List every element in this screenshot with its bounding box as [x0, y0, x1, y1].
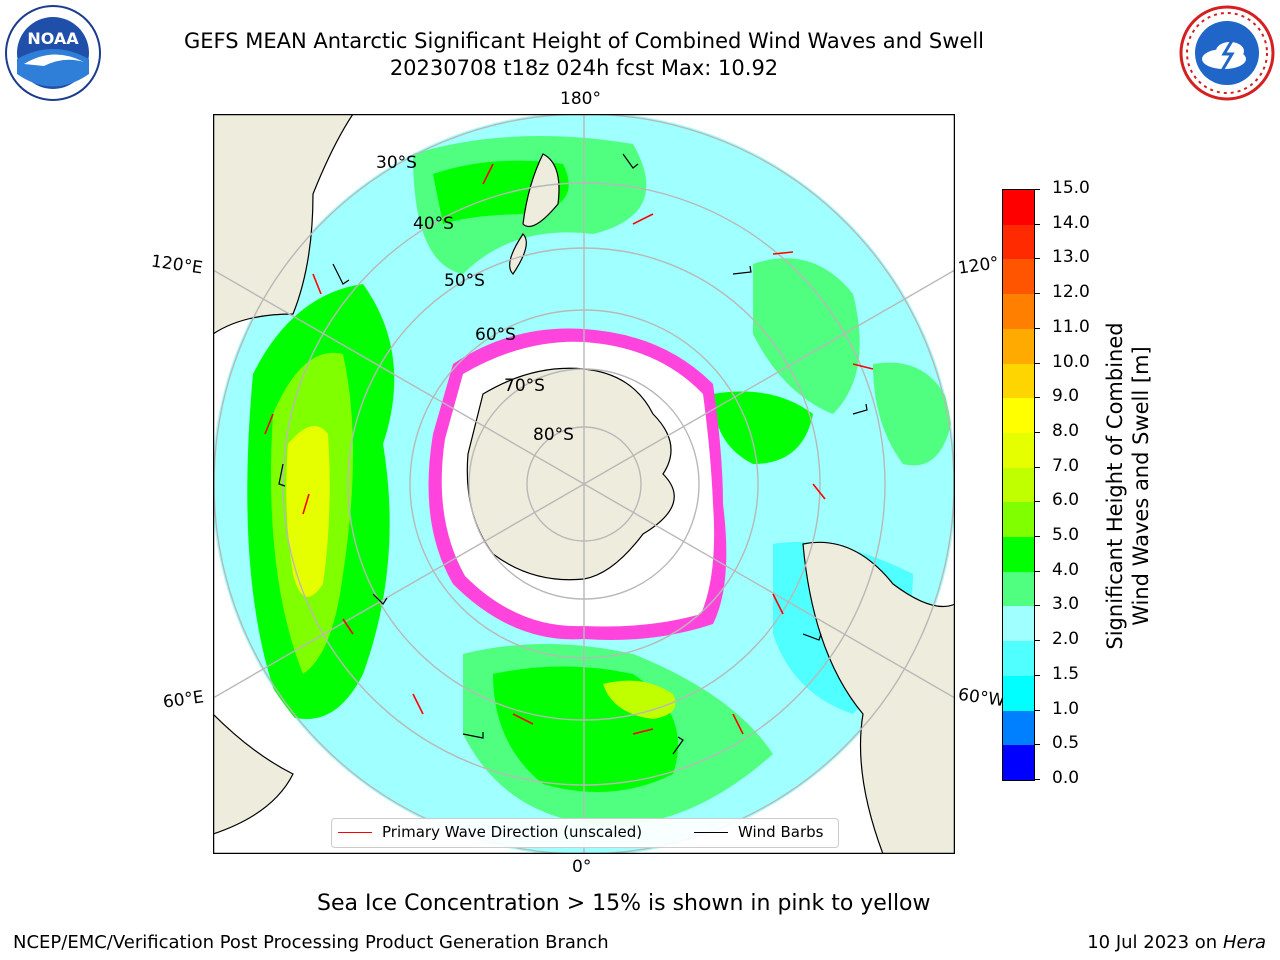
colorbar-segment [1003, 502, 1034, 538]
figure-title: GEFS MEAN Antarctic Significant Height o… [183, 29, 985, 53]
lon-label-60e: 60°E [161, 687, 206, 713]
lat-label-40s: 40°S [413, 214, 454, 234]
colorbar-tick-label: 5.0 [1052, 525, 1080, 546]
figure-subtitle: 20230708 t18z 024h fcst Max: 10.92 [389, 56, 779, 80]
wave-direction-arrows [264, 163, 874, 735]
colorbar-title-line2: Wind Waves and Swell [m] [1129, 346, 1153, 626]
sea-ice-note: Sea Ice Concentration > 15% is shown in … [317, 891, 931, 916]
colorbar-tick-mark [1034, 779, 1040, 780]
map-legend: Primary Wave Direction (unscaled) Wind B… [331, 818, 839, 848]
colorbar-tick-mark [1034, 536, 1040, 538]
footer-machine: Hera [1222, 932, 1266, 953]
colorbar-tick-mark [1034, 709, 1040, 711]
colorbar-tick-label: 4.0 [1052, 559, 1080, 580]
footer-org: NCEP/EMC/Verification Post Processing Pr… [13, 932, 609, 953]
lon-label-120e: 120°E [149, 251, 204, 279]
colorbar-tick-label: 13.0 [1052, 247, 1090, 268]
nws-logo [1178, 4, 1276, 106]
colorbar-tick-label: 0.0 [1052, 768, 1080, 788]
lat-label-70s: 70°S [504, 376, 545, 396]
colorbar-tick-label: 11.0 [1052, 316, 1090, 337]
colorbar-segment [1003, 259, 1034, 295]
polar-map [212, 112, 956, 856]
wave-legend-label: Primary Wave Direction (unscaled) [382, 823, 643, 841]
colorbar-segment [1003, 710, 1034, 746]
wind-barbs [278, 153, 868, 755]
colorbar-tick-mark [1034, 501, 1040, 503]
footer-date: 10 Jul 2023 on Hera [1087, 932, 1266, 953]
colorbar-tick-mark [1034, 258, 1040, 260]
colorbar-segment [1003, 641, 1034, 676]
colorbar-tick-label: 1.5 [1052, 663, 1080, 684]
colorbar-segment [1003, 432, 1034, 468]
colorbar-segment [1003, 294, 1034, 329]
colorbar-segment [1003, 363, 1034, 399]
barb-legend-label: Wind Barbs [738, 823, 824, 841]
colorbar-tick-mark [1034, 605, 1040, 607]
lat-label-30s: 30°S [376, 153, 417, 173]
lon-label-60w: 60°W [956, 684, 1007, 712]
colorbar-tick-mark [1034, 674, 1040, 676]
colorbar-tick-label: 7.0 [1052, 455, 1080, 476]
lat-label-50s: 50°S [444, 271, 485, 291]
colorbar-segment [1003, 571, 1034, 607]
colorbar-tick-mark [1034, 293, 1040, 295]
colorbar-segment [1003, 675, 1034, 711]
colorbar-segment [1003, 190, 1034, 225]
colorbar-tick-mark [1034, 640, 1040, 642]
footer-date-text: 10 Jul 2023 on [1087, 932, 1223, 953]
colorbar-tick-mark [1034, 744, 1040, 746]
colorbar-tick-mark [1034, 189, 1040, 190]
lat-label-60s: 60°S [475, 325, 516, 345]
barb-legend-swatch [694, 832, 728, 833]
lon-label-0: 0° [572, 857, 592, 877]
colorbar-title-line1: Significant Height of Combined [1103, 322, 1127, 650]
svg-text:NOAA: NOAA [27, 29, 79, 48]
lon-label-180: 180° [560, 89, 601, 109]
colorbar-tick-label: 12.0 [1052, 282, 1090, 303]
colorbar-tick-mark [1034, 431, 1040, 433]
map-panel [212, 112, 956, 858]
colorbar-tick-mark [1034, 362, 1040, 364]
colorbar-tick-label: 0.5 [1052, 733, 1080, 754]
graticule [212, 113, 956, 855]
colorbar-tick-label: 2.0 [1052, 629, 1080, 650]
colorbar-tick-label: 10.0 [1052, 351, 1090, 372]
colorbar [1002, 189, 1035, 781]
colorbar-tick-mark [1034, 466, 1040, 468]
lon-label-120w: 120° [956, 253, 1001, 279]
colorbar-tick-label: 9.0 [1052, 386, 1080, 407]
colorbar-tick-mark [1034, 570, 1040, 572]
colorbar-tick-mark [1034, 397, 1040, 399]
colorbar-segment [1003, 224, 1034, 260]
colorbar-tick-label: 6.0 [1052, 490, 1080, 511]
colorbar-segment [1003, 467, 1034, 503]
colorbar-segment [1003, 537, 1034, 572]
lat-label-80s: 80°S [533, 425, 574, 445]
colorbar-tick-label: 1.0 [1052, 698, 1080, 719]
colorbar-segment [1003, 745, 1034, 780]
colorbar-title: Significant Height of Combined Wind Wave… [1102, 306, 1154, 666]
wave-legend-swatch [338, 832, 372, 833]
map-border [212, 113, 956, 855]
noaa-logo: NOAA [4, 4, 102, 106]
colorbar-tick-label: 14.0 [1052, 212, 1090, 233]
land [212, 113, 956, 855]
colorbar-segment [1003, 398, 1034, 433]
colorbar-tick-label: 15.0 [1052, 178, 1090, 198]
colorbar-segment [1003, 328, 1034, 364]
colorbar-tick-mark [1034, 327, 1040, 329]
colorbar-tick-label: 3.0 [1052, 594, 1080, 615]
colorbar-tick-label: 8.0 [1052, 420, 1080, 441]
colorbar-segment [1003, 606, 1034, 642]
colorbar-tick-mark [1034, 223, 1040, 225]
